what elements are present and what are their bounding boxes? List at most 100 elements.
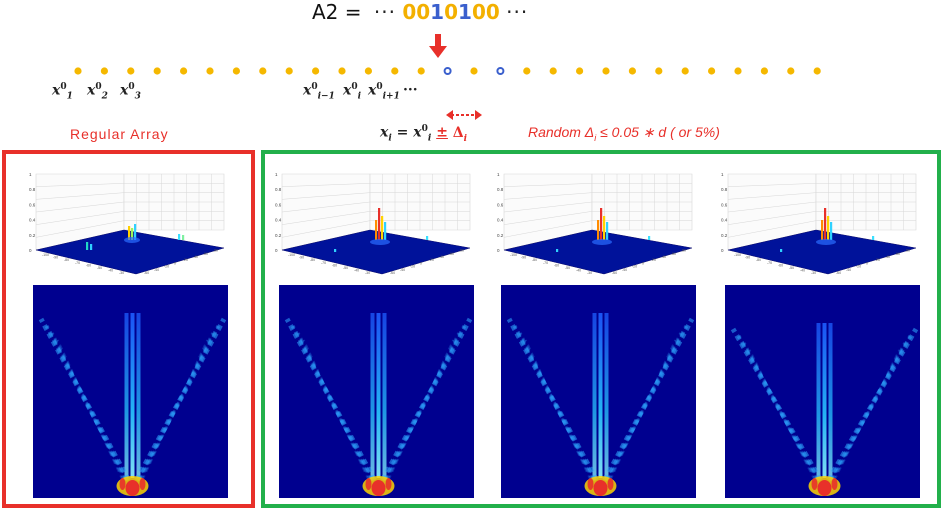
focus-side [587, 478, 594, 490]
surface-peak [827, 216, 830, 240]
y-tick: -60 [612, 271, 617, 275]
array-element-dot [443, 67, 452, 75]
x-tick: -70 [75, 261, 80, 265]
z-tick: 0.6 [275, 202, 282, 207]
side-lobe [38, 317, 131, 482]
z-tick: 0 [721, 248, 724, 253]
center-beam [592, 313, 597, 478]
focus-side [831, 478, 838, 490]
focus-core [125, 480, 140, 496]
surface-peak [780, 249, 783, 252]
z-tick: 0.2 [497, 233, 504, 238]
y-tick: 80 [214, 249, 218, 253]
x-tick: -40 [800, 269, 805, 273]
focus-core [817, 480, 832, 496]
position-equation: xi = x0i ± Δi [380, 124, 468, 144]
side-lobe [742, 342, 818, 481]
focus-side [365, 478, 372, 490]
y-tick: 20 [652, 258, 656, 262]
bit-2: 1 [430, 0, 445, 24]
center-beam [816, 323, 821, 478]
surface-peak [128, 226, 131, 240]
focus-core [371, 480, 386, 496]
beam-heatmap-random-1 [279, 285, 474, 498]
y-tick: -60 [836, 271, 841, 275]
y-tick: 60 [450, 252, 454, 256]
x-tick: -40 [354, 269, 359, 273]
z-tick: 0.4 [29, 218, 36, 223]
center-beam [828, 323, 833, 478]
array-element-dot [496, 67, 505, 75]
side-lobe [609, 339, 677, 481]
x-tick: -60 [332, 263, 337, 267]
array-element-dot [655, 67, 663, 75]
bit-3: 0 [444, 0, 459, 24]
side-lobe [833, 349, 901, 481]
surface-peak [872, 236, 875, 240]
side-lobe [828, 335, 913, 481]
x-tick: -40 [108, 269, 113, 273]
side-lobe [512, 325, 597, 481]
surface-peak [648, 236, 651, 240]
side-lobe [602, 317, 695, 482]
y-tick: 60 [204, 252, 208, 256]
label-x3: x03 [120, 82, 141, 102]
z-tick: 0.6 [29, 202, 36, 207]
beam-heatmap-random-2 [501, 285, 696, 498]
y-tick: 40 [440, 255, 444, 259]
surface-peak [375, 220, 378, 240]
z-tick: 0.2 [721, 233, 728, 238]
side-lobe [290, 325, 375, 481]
side-lobe [139, 332, 215, 481]
y-tick: 60 [896, 252, 900, 256]
center-beam [604, 313, 609, 478]
y-tick: -60 [390, 271, 395, 275]
x-tick: -90 [299, 256, 304, 260]
surface-peak [830, 222, 833, 240]
focus-side [607, 478, 614, 490]
side-lobe [136, 325, 221, 481]
side-lobe [382, 325, 467, 481]
x-tick: -50 [97, 266, 102, 270]
regular-array-box [2, 150, 255, 508]
x-tick: -70 [767, 261, 772, 265]
y-tick: -40 [154, 268, 159, 272]
z-tick: 0.8 [29, 187, 36, 192]
z-tick: 1 [275, 172, 278, 177]
y-tick: 40 [194, 255, 198, 259]
array-element-dot [364, 67, 372, 75]
random-offset-label: Random Δi ≤ 0.05 ∗ d ( or 5%) [528, 124, 720, 143]
surface-peak [600, 208, 603, 240]
side-lobe [607, 332, 683, 481]
focus-side [811, 478, 818, 490]
bit-0: 0 [402, 0, 417, 24]
y-tick: 0 [420, 261, 422, 265]
array-element-dot [470, 67, 478, 75]
y-tick: -20 [856, 265, 861, 269]
focus-side [385, 478, 392, 490]
center-beam [376, 313, 381, 478]
surface-peak [824, 208, 827, 240]
z-tick: 0.2 [275, 233, 282, 238]
y-tick: 80 [906, 249, 910, 253]
surface-peak [606, 222, 609, 240]
z-tick: 0 [29, 248, 32, 253]
center-beam [370, 313, 375, 478]
x-tick: -60 [778, 263, 783, 267]
array-element-dot [180, 67, 188, 75]
x-tick: -30 [587, 271, 592, 275]
top-equation-label: A2 = [312, 0, 362, 24]
z-tick: 0.4 [497, 218, 504, 223]
array-element-dot [312, 67, 320, 75]
surface-peak [556, 249, 559, 252]
array-element-dot [760, 67, 769, 75]
side-lobe [730, 327, 823, 482]
side-lobe [506, 317, 599, 482]
x-tick: -30 [119, 271, 124, 275]
focus-side [119, 478, 126, 490]
x-tick: -50 [343, 266, 348, 270]
y-tick: 20 [430, 258, 434, 262]
random-array-box [261, 150, 941, 508]
surface-plot-random-1: 1 0.8 0.6 0.4 0.2 0 -100 -60 -90 -40 -80 -20 -70 0 -60… [275, 172, 471, 275]
